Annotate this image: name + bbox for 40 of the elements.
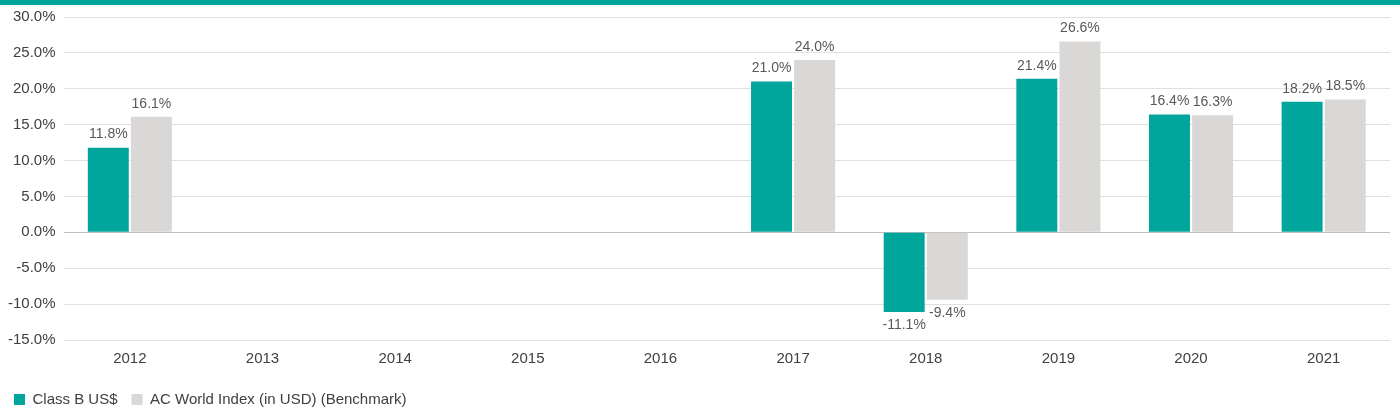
data-label: 24.0% — [794, 37, 835, 54]
bar — [1281, 101, 1323, 232]
y-tick-label: 20.0% — [12, 78, 56, 96]
y-tick-label: -15.0% — [8, 330, 56, 348]
y-tick-label: -5.0% — [16, 258, 56, 276]
data-label: 16.1% — [131, 94, 172, 111]
data-label: 21.0% — [751, 59, 792, 76]
bar — [751, 81, 793, 232]
y-tick-label: 15.0% — [12, 114, 56, 132]
y-tick-label: 5.0% — [21, 186, 56, 204]
x-tick-label: 2013 — [245, 349, 280, 367]
data-label: 16.4% — [1149, 92, 1190, 109]
x-tick-label: 2014 — [378, 349, 412, 367]
data-label: 18.5% — [1325, 77, 1366, 94]
y-tick-label: 10.0% — [12, 150, 56, 168]
data-label: 16.3% — [1192, 93, 1233, 110]
y-tick-label: 30.0% — [12, 7, 56, 25]
x-tick-label: 2020 — [1174, 349, 1208, 367]
y-tick-label: -10.0% — [8, 294, 56, 312]
x-tick-label: 2012 — [113, 349, 147, 367]
data-label: 18.2% — [1282, 79, 1322, 96]
data-label: 21.4% — [1016, 56, 1057, 73]
data-label: -9.4% — [929, 303, 966, 320]
legend-label: AC World Index (in USD) (Benchmark) — [150, 389, 407, 407]
x-tick-label: 2017 — [776, 349, 810, 367]
x-tick-label: 2015 — [511, 349, 545, 367]
x-tick-label: 2018 — [909, 349, 943, 367]
legend-label: Class B US$ — [32, 389, 119, 407]
y-tick-label: 25.0% — [12, 43, 56, 61]
bar — [1149, 114, 1190, 232]
bar — [1016, 78, 1058, 232]
data-label: -11.1% — [882, 315, 926, 332]
data-label: 26.6% — [1060, 19, 1100, 36]
x-tick-label: 2019 — [1041, 349, 1076, 367]
data-label: 11.8% — [88, 125, 128, 142]
x-tick-label: 2016 — [643, 349, 678, 367]
y-tick-label: 0.0% — [21, 222, 56, 240]
bar — [883, 232, 925, 313]
bar — [87, 147, 129, 232]
x-tick-label: 2021 — [1306, 349, 1341, 367]
